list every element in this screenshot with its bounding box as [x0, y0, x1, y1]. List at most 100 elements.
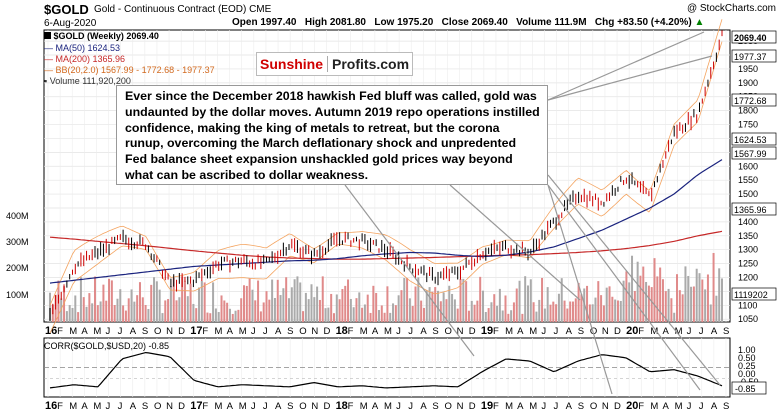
volume-bar — [49, 292, 51, 322]
volume-bar — [721, 278, 723, 322]
volume-bar — [183, 280, 186, 322]
volume-bar — [529, 279, 532, 322]
x-tick-label-lower: O — [445, 401, 452, 412]
volume-bar — [535, 311, 538, 322]
volume-bar — [715, 295, 718, 322]
volume-bar — [496, 305, 499, 322]
volume-bar — [664, 291, 667, 322]
callout-line — [547, 174, 721, 386]
volume-bar — [355, 298, 358, 322]
volume-bar — [588, 304, 591, 322]
price-tag-label: 1977.37 — [734, 52, 767, 62]
x-tick-label: D — [178, 326, 185, 337]
volume-bar — [571, 301, 574, 322]
volume-bar — [161, 313, 164, 322]
volume-bar — [167, 299, 170, 322]
x-tick-label-lower: M — [529, 401, 537, 412]
x-tick-label-lower: A — [130, 401, 137, 412]
volume-bar — [563, 300, 566, 322]
volume-tick-label: 300M — [6, 237, 29, 247]
high-label: High — [304, 17, 328, 28]
x-tick-label: M — [360, 326, 368, 337]
volume-bar — [608, 286, 611, 322]
volume-bar — [82, 297, 85, 322]
volume-bar — [223, 300, 226, 322]
x-tick-label-lower: M — [650, 401, 658, 412]
volume-bar — [206, 312, 209, 322]
volume-bar — [113, 305, 116, 322]
volume-bar — [661, 279, 664, 322]
x-tick-label: J — [106, 326, 111, 337]
x-tick-label-lower: J — [396, 401, 401, 412]
x-tick-label: A — [420, 326, 427, 337]
symbol: $GOLD — [44, 2, 89, 17]
volume-bar — [690, 286, 693, 322]
x-tick-label-lower: M — [384, 401, 392, 412]
volume-bar — [124, 310, 127, 322]
volume-bar — [602, 305, 605, 322]
callout-line — [547, 31, 705, 101]
x-tick-label-lower: J — [106, 401, 111, 412]
volume-bar — [369, 312, 372, 322]
volume-bar — [521, 313, 524, 322]
x-tick-label-lower: A — [227, 401, 234, 412]
x-tick-label-lower: A — [275, 401, 282, 412]
open-label: Open — [232, 17, 258, 28]
volume-bar — [611, 296, 614, 322]
callout-line — [344, 184, 475, 357]
x-tick-label: M — [529, 326, 537, 337]
volume-bar — [515, 288, 518, 322]
volume-bar — [96, 305, 99, 322]
volume-bar — [248, 278, 251, 322]
volume-bar — [453, 299, 456, 322]
x-tick-label-lower: M — [239, 401, 247, 412]
logo-left: Sunshine — [260, 56, 324, 72]
volume-bar — [324, 308, 327, 322]
volume-tick-label: 400M — [6, 211, 29, 221]
description: Gold - Continuous Contract (EOD) CME — [94, 4, 271, 15]
x-tick-label: F — [348, 326, 354, 337]
volume-bar — [712, 252, 715, 322]
volume-bar — [653, 258, 656, 322]
x-tick-label: J — [408, 326, 413, 337]
x-tick-label-lower: 19 — [481, 400, 493, 412]
sunshine-profits-logo: Sunshine Profits.com — [256, 52, 414, 76]
volume-bar — [465, 281, 468, 322]
x-tick-label: A — [517, 326, 524, 337]
x-tick-label-lower: N — [602, 401, 609, 412]
x-tick-label: S — [432, 326, 438, 337]
x-tick-label-lower: J — [118, 401, 123, 412]
x-tick-label-lower: A — [662, 401, 669, 412]
volume-bar — [136, 295, 139, 322]
price-tag-label: 1772.68 — [734, 96, 767, 106]
x-tick-label: M — [93, 326, 101, 337]
x-tick-label-lower: F — [493, 401, 499, 412]
x-tick-label-lower: A — [81, 401, 88, 412]
x-tick-label-lower: O — [590, 401, 597, 412]
volume-bar — [616, 300, 619, 322]
x-tick-label: O — [590, 326, 597, 337]
volume-bar — [692, 286, 695, 322]
volume-bar — [543, 308, 546, 322]
volume-bar — [487, 308, 490, 322]
volume-bar — [631, 255, 634, 322]
volume-bar — [490, 302, 493, 322]
legend-title: $GOLD (Weekly) 2069.40 — [44, 31, 159, 41]
volume-bar — [257, 280, 260, 322]
volume-bar — [74, 295, 77, 322]
x-tick-label-lower: M — [360, 401, 368, 412]
volume-bar — [155, 281, 158, 322]
volume-bar — [71, 307, 74, 322]
x-tick-label: S — [142, 326, 148, 337]
price-tick-label: 1500 — [738, 189, 758, 199]
x-tick-label: 17 — [190, 325, 202, 337]
volume-bar — [445, 299, 448, 322]
chg-value: +83.50 (+4.20%) — [617, 17, 692, 28]
x-tick-label-lower: M — [93, 401, 101, 412]
volume-bar — [287, 298, 290, 322]
x-tick-label-lower: 18 — [336, 400, 348, 412]
volume-bar — [68, 305, 71, 322]
volume-bar — [110, 280, 113, 322]
volume-bar — [591, 304, 594, 322]
volume-bar — [479, 276, 482, 322]
